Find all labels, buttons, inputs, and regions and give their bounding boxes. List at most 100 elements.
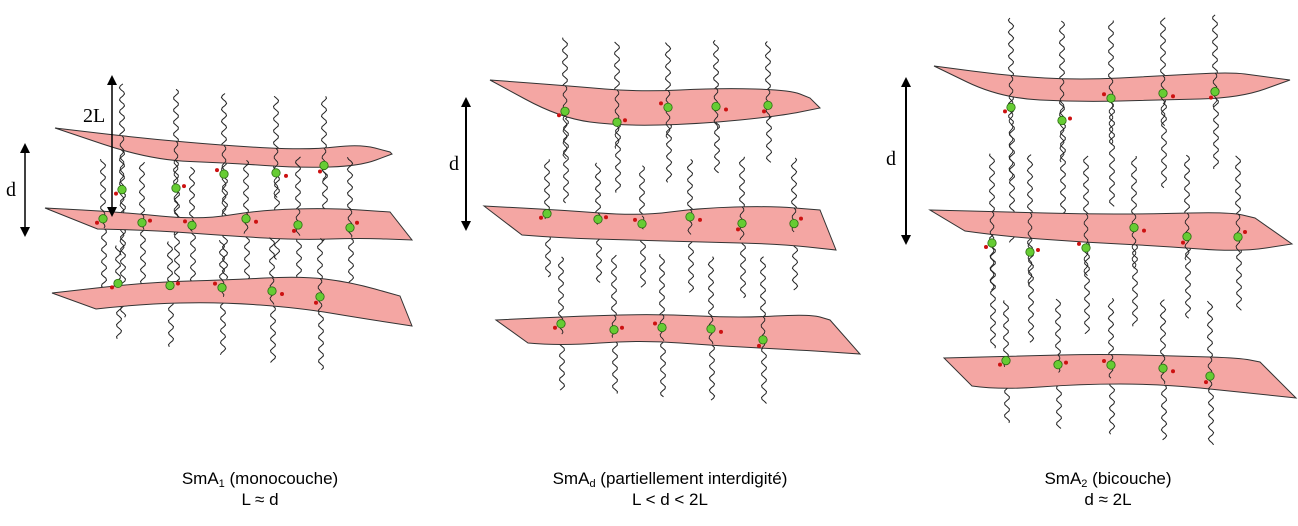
counter-ion [110, 285, 114, 290]
alkyl-chain-core [1131, 213, 1137, 269]
head-group [315, 292, 325, 302]
head-group [663, 102, 673, 112]
head-group [171, 183, 181, 193]
alkyl-chain-core [119, 135, 125, 256]
head-group [1001, 355, 1011, 366]
head-group [1006, 102, 1016, 112]
counter-ion [284, 173, 288, 178]
head-group [763, 100, 773, 110]
alkyl-chain-up [188, 166, 196, 223]
counter-ion [1171, 94, 1175, 99]
counter-ion [215, 168, 219, 173]
alkyl-chain-down [990, 247, 996, 349]
smectic-layer [482, 156, 837, 299]
alkyl-chain-up [220, 93, 228, 179]
ionic-layer [51, 276, 413, 327]
smectic-layer [942, 298, 1298, 446]
counter-ion [623, 118, 627, 123]
counter-ion [1209, 95, 1213, 100]
smectic-layer [933, 14, 1291, 243]
counter-ion [280, 292, 284, 297]
alkyl-chain-down [1109, 108, 1115, 207]
head-group [1158, 363, 1168, 373]
head-group [165, 280, 175, 291]
head-group [609, 325, 619, 335]
counter-ion [984, 244, 988, 249]
alkyl-chain-up [544, 159, 550, 212]
head-group [1106, 360, 1116, 370]
alkyl-chain-down [189, 221, 197, 292]
smectic-layer [494, 254, 862, 404]
alkyl-chain-up [1107, 298, 1115, 364]
head-group [1081, 243, 1091, 253]
counter-ion [292, 228, 296, 233]
counter-ion [659, 101, 663, 106]
smectic-layer [489, 37, 822, 204]
alkyl-chain-up [659, 254, 665, 325]
counter-ion [1102, 92, 1106, 97]
counter-ion [757, 343, 761, 348]
alkyl-chain-core [989, 211, 995, 291]
counter-ion [1171, 369, 1175, 374]
alkyl-chain-down [174, 190, 180, 298]
head-group [1182, 232, 1192, 242]
counter-ion [557, 113, 561, 118]
head-group [117, 184, 127, 195]
head-group [1057, 115, 1067, 126]
head-group [612, 117, 622, 127]
alkyl-chain-up [173, 88, 179, 192]
head-group [1210, 87, 1220, 97]
counter-ion [698, 217, 702, 222]
ionic-layer [44, 207, 414, 241]
head-group [987, 238, 997, 248]
alkyl-chain-core [1008, 75, 1014, 181]
caption-title: SmA1 (monocouche) [181, 469, 339, 490]
counter-ion [1102, 359, 1106, 364]
counter-ion [1036, 248, 1040, 253]
counter-ion [553, 325, 557, 330]
alkyl-chain-down [1161, 103, 1167, 189]
head-group [1025, 247, 1035, 257]
head-group [1158, 88, 1168, 98]
alkyl-chain-down [1027, 251, 1035, 343]
counter-ion [148, 218, 152, 223]
counter-ion [1077, 241, 1081, 246]
head-group [706, 324, 716, 334]
caption-partial: SmAd (partiellement interdigité) L < d <… [470, 468, 870, 510]
head-group [737, 218, 747, 228]
counter-ion [95, 220, 99, 225]
head-group [657, 322, 667, 333]
head-group [685, 212, 695, 222]
counter-ion [114, 191, 118, 196]
head-group [560, 106, 570, 116]
alkyl-chain-down [1059, 123, 1067, 225]
caption-relation: L ≈ d [241, 490, 279, 509]
head-group [1106, 93, 1116, 103]
panel-bilayer [928, 14, 1298, 446]
alkyl-chain-core [665, 90, 671, 139]
counter-ion [176, 281, 180, 286]
head-group [271, 168, 281, 178]
head-group [345, 223, 355, 233]
head-group [219, 169, 229, 179]
head-group [137, 218, 147, 228]
head-group [98, 214, 108, 224]
caption-relation: d ≈ 2L [1084, 490, 1132, 509]
caption-title: SmAd (partiellement interdigité) [552, 469, 788, 490]
head-group [593, 214, 603, 224]
alkyl-chain-up [114, 245, 122, 281]
two-l-label: 2L [83, 105, 105, 127]
counter-ion [736, 227, 740, 232]
counter-ion [1068, 116, 1072, 121]
smectic-layer [44, 156, 414, 298]
head-group [1129, 222, 1139, 233]
counter-ion [314, 300, 318, 305]
alkyl-chain-down [1132, 243, 1138, 327]
alkyl-chain-up [557, 256, 565, 323]
head-group [758, 335, 768, 345]
head-group [267, 286, 277, 296]
caption-monolayer: SmA1 (monocouche) L ≈ d [60, 468, 460, 510]
alkyl-chain-down [1213, 86, 1219, 170]
